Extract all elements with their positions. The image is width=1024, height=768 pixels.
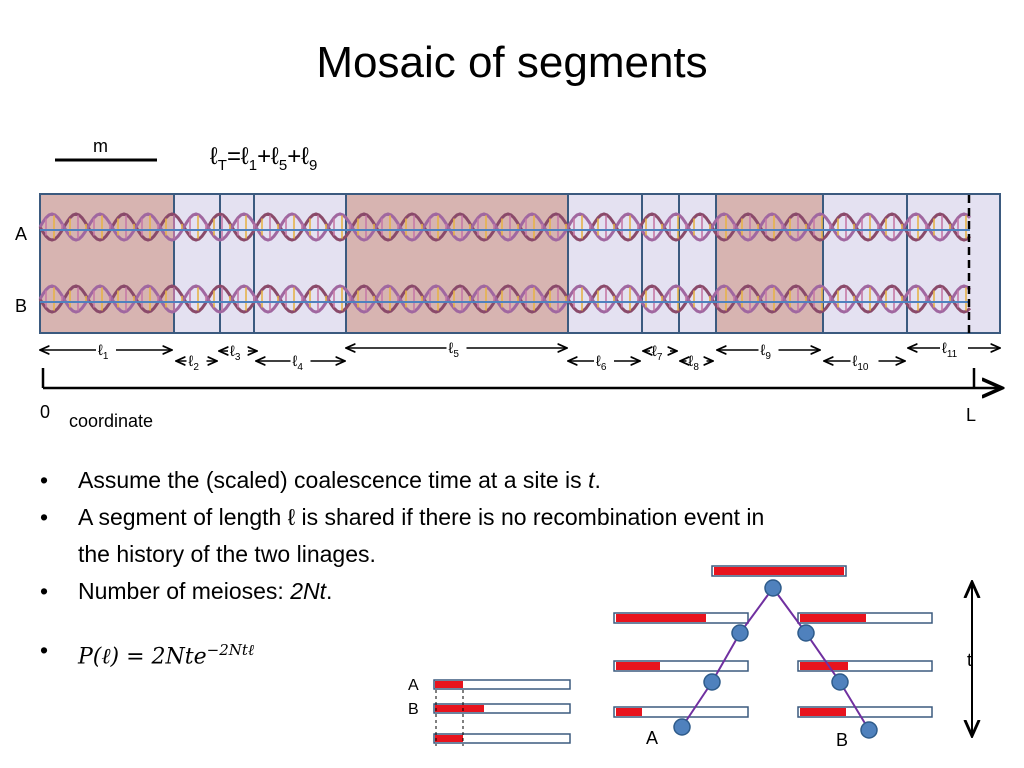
segment-label-3: ℓ3: [230, 343, 241, 363]
axis-end-label: L: [966, 405, 976, 425]
segment-label-sub-3: 3: [235, 352, 241, 363]
axis-start-label: 0: [40, 402, 50, 422]
formula-sub-1: 1: [248, 156, 258, 174]
bullet-1: • Assume the (scaled) coalescence time a…: [40, 467, 601, 493]
bullet-3-end: .: [326, 578, 333, 604]
right-chrom-3: [797, 706, 933, 718]
segment-boxes: [39, 193, 1001, 334]
formula-eq: =ℓ: [226, 143, 249, 170]
small-label-a: A: [408, 677, 419, 694]
small-chrom-b: [433, 703, 571, 714]
tree-node-leaf-b: [860, 721, 878, 739]
bullet-2: • A segment of length ℓ is shared if the…: [40, 504, 765, 567]
right-chrom-2: [797, 660, 933, 672]
small-label-b: B: [408, 701, 419, 718]
formula-plus-1: +ℓ: [257, 143, 279, 170]
tree-node-right-1: [797, 624, 815, 642]
segment-label-sub-5: 5: [453, 349, 459, 360]
leaf-label-a: A: [646, 728, 658, 748]
tree-node-root: [764, 579, 782, 597]
dna-helix-b-strand-1: [38, 284, 972, 314]
segment-label-4: ℓ4: [293, 353, 304, 373]
segment-label-9: ℓ9: [761, 342, 772, 362]
right-chrom-3-red: [800, 708, 846, 716]
tree-node-left-1: [731, 624, 749, 642]
segment-length-arrows: ℓ1 ℓ2 ℓ3 ℓ4 ℓ5 ℓ6 ℓ7 ℓ8 ℓ9 ℓ10 ℓ11: [40, 340, 1000, 373]
small-chrom-b-red: [435, 705, 484, 712]
small-chrom-a: [433, 679, 571, 690]
left-chrom-2: [613, 660, 749, 672]
segment-label-sub-11: 11: [947, 349, 958, 360]
dna-helix-b-strand-2: [38, 284, 972, 314]
left-chrom-3: [613, 706, 749, 718]
axis-label: coordinate: [69, 411, 153, 431]
bullet-3-var: 2Nt: [290, 578, 326, 604]
probability-exponent: −2Ntℓ: [206, 641, 255, 659]
left-chrom-2-red: [616, 662, 660, 670]
segment-label-sub-4: 4: [297, 362, 303, 373]
formula-base: ℓ: [210, 143, 218, 170]
total-length-formula: ℓT=ℓ1+ℓ5+ℓ9: [210, 143, 317, 174]
dna-helix-a-strand-1: [38, 212, 972, 242]
small-chrom-a-red: [435, 681, 463, 688]
segment-label-sub-7: 7: [657, 352, 663, 363]
segment-label-2: ℓ2: [189, 353, 200, 373]
segment-label-sub-6: 6: [601, 362, 607, 373]
segment-box-1: [39, 193, 175, 334]
root-chromosome-red: [714, 567, 844, 575]
bullet-4: • P(ℓ) = 2Nte−2Ntℓ: [40, 637, 255, 670]
dna-helix-layer: [38, 212, 972, 314]
tree-node-left-2: [703, 673, 721, 691]
segment-label-sub-8: 8: [693, 362, 699, 373]
scale-label: m: [93, 136, 108, 156]
formula-plus-2: +ℓ: [287, 143, 309, 170]
segment-label-sub-1: 1: [103, 351, 109, 362]
probability-formula: P(ℓ) = 2Nte: [78, 644, 207, 670]
bullet-3: • Number of meioses: 2Nt.: [40, 578, 333, 604]
bullet-2-line-2: the history of the two linages.: [78, 541, 376, 567]
bullet-2-line-1: A segment of length ℓ is shared if there…: [78, 504, 765, 530]
coalescent-tree: A B t: [613, 565, 972, 750]
segment-label-sub-9: 9: [765, 351, 771, 362]
formula-sub-5: 5: [278, 156, 288, 174]
left-chrom-3-red: [616, 708, 642, 716]
small-segment-diagram: A B: [408, 677, 571, 746]
dna-helix-a-strand-2: [38, 212, 972, 242]
left-chrom-1-red: [616, 614, 706, 622]
segment-label-sub-10: 10: [857, 362, 869, 373]
formula-sub-t: T: [217, 156, 227, 174]
small-chrom-c-red: [435, 735, 463, 742]
bullet-list: • Assume the (scaled) coalescence time a…: [40, 462, 960, 676]
segment-label-8: ℓ8: [689, 353, 700, 373]
segment-label-11: ℓ11: [942, 340, 958, 360]
formula-sub-9: 9: [308, 156, 318, 174]
time-label: t: [967, 650, 972, 670]
tree-node-right-2: [831, 673, 849, 691]
bullet-3-text: Number of meioses:: [78, 578, 291, 604]
bullet-1-text: Assume the (scaled) coalescence time at …: [78, 467, 589, 493]
page-title: Mosaic of segments: [316, 38, 708, 87]
segment-label-1: ℓ1: [98, 342, 109, 362]
segment-label-5: ℓ5: [449, 340, 460, 360]
segment-label-7: ℓ7: [652, 343, 663, 363]
bullet-1-end: .: [594, 467, 601, 493]
tree-node-leaf-a: [673, 718, 691, 736]
small-chrom-c: [433, 733, 571, 744]
bullet-1-var: t: [588, 467, 595, 493]
chromosome-label-a: A: [15, 224, 27, 244]
right-chrom-1-red: [800, 614, 866, 622]
segment-label-sub-2: 2: [193, 362, 199, 373]
right-chrom-2-red: [800, 662, 848, 670]
segment-label-10: ℓ10: [853, 353, 869, 373]
leaf-label-b: B: [836, 730, 848, 750]
segment-label-6: ℓ6: [596, 353, 607, 373]
chromosome-label-b: B: [15, 296, 27, 316]
